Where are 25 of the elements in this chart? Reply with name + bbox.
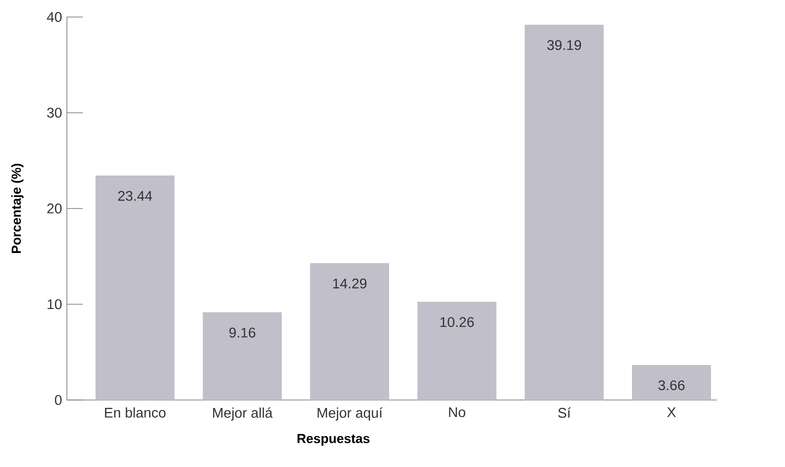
y-axis-title: Porcentaje (%) — [11, 164, 24, 253]
x-tick-label: En blanco — [105, 407, 166, 418]
y-tick-label: 20 — [47, 204, 62, 214]
bar — [96, 176, 175, 400]
data-label: 3.66 — [658, 380, 685, 390]
x-tick-label: Mejor allá — [213, 407, 273, 421]
y-tick-label: 10 — [48, 299, 62, 310]
data-label: 10.26 — [440, 317, 474, 328]
y-tick-label: 0 — [54, 395, 62, 405]
x-tick-label: Sí — [558, 407, 571, 418]
x-tick-label: No — [449, 407, 466, 418]
x-tick-label: X — [667, 407, 676, 417]
bar — [632, 364, 711, 400]
bar — [202, 312, 282, 400]
data-label: 14.29 — [333, 278, 366, 288]
bar — [417, 302, 496, 400]
data-label: 23.44 — [118, 190, 152, 201]
data-label: 9.16 — [229, 328, 256, 338]
bar — [310, 263, 390, 400]
data-label: 39.19 — [547, 40, 582, 50]
y-tick-label: 30 — [47, 108, 62, 118]
bar — [524, 24, 604, 400]
x-axis-title: Respuestas — [298, 434, 370, 446]
y-tick-label: 40 — [46, 12, 62, 22]
x-tick-label: Mejor aquí — [318, 407, 383, 421]
